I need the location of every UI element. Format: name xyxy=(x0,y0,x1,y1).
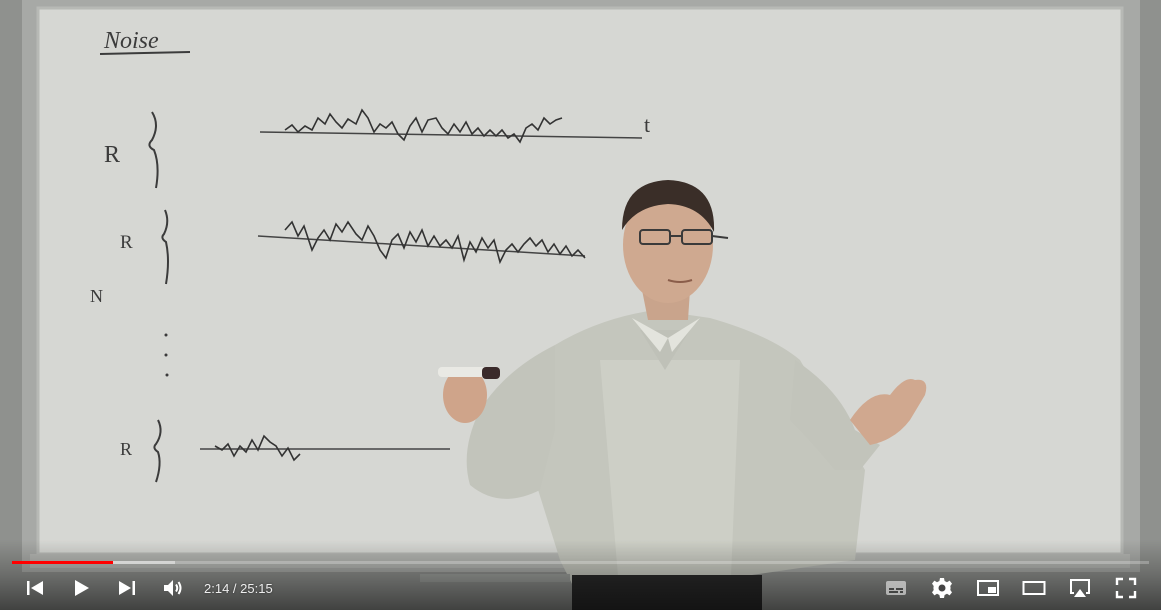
progress-played xyxy=(12,561,114,564)
subtitles-icon xyxy=(886,581,906,595)
miniplayer-button[interactable] xyxy=(965,570,1011,606)
volume-icon xyxy=(164,580,182,596)
control-bar: 2:14 / 25:15 xyxy=(12,570,1149,606)
airplay-button[interactable] xyxy=(1057,570,1103,606)
next-button[interactable] xyxy=(104,570,150,606)
skip-previous-icon xyxy=(27,581,43,595)
board-label-r2: R xyxy=(120,232,133,253)
current-time: 2:14 xyxy=(204,580,230,596)
theater-icon xyxy=(1022,581,1046,595)
left-controls: 2:14 / 25:15 xyxy=(12,570,273,606)
board-title: Noise xyxy=(103,28,159,54)
brace-3 xyxy=(153,419,162,483)
theater-mode-button[interactable] xyxy=(1011,570,1057,606)
previous-button[interactable] xyxy=(12,570,58,606)
time-display: 2:14 / 25:15 xyxy=(204,581,273,596)
skip-next-icon xyxy=(119,581,135,595)
brace-2 xyxy=(161,209,169,285)
volume-button[interactable] xyxy=(150,570,196,606)
duration: 25:15 xyxy=(240,580,273,596)
subtitles-button[interactable] xyxy=(873,570,919,606)
miniplayer-icon xyxy=(977,580,999,596)
board-label-r3: R xyxy=(120,439,132,459)
play-button[interactable] xyxy=(58,570,104,606)
board-label-n: N xyxy=(90,286,103,306)
brace-1 xyxy=(148,111,159,189)
time-separator: / xyxy=(229,580,241,596)
gear-icon xyxy=(932,578,952,598)
board-axis-label: t xyxy=(644,112,650,137)
play-icon xyxy=(75,580,89,596)
right-controls xyxy=(873,570,1149,606)
airplay-icon xyxy=(1070,579,1090,597)
board-label-r1: R xyxy=(104,142,120,168)
progress-bar[interactable] xyxy=(12,561,1149,564)
settings-button[interactable] xyxy=(919,570,965,606)
fullscreen-button[interactable] xyxy=(1103,570,1149,606)
fullscreen-icon xyxy=(1115,577,1137,599)
